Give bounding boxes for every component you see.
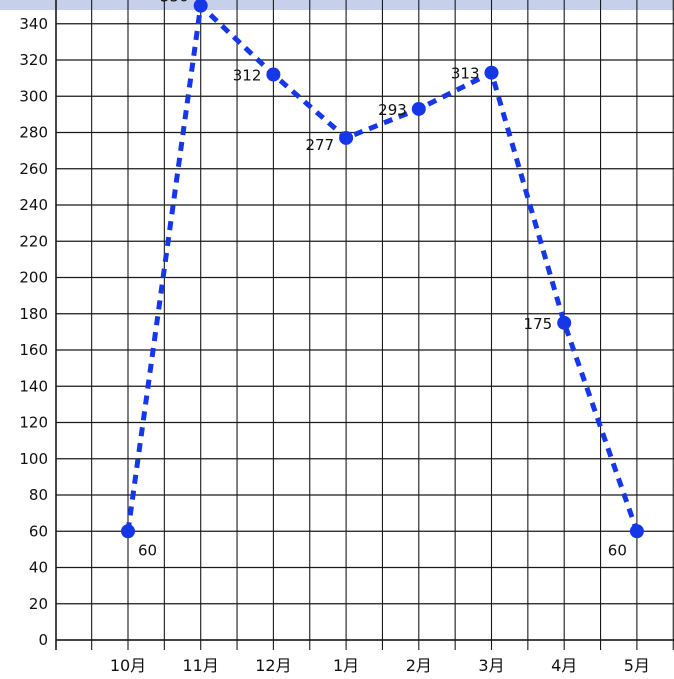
- y-tick-label: 20: [29, 595, 48, 613]
- x-tick-label: 4月: [551, 656, 577, 675]
- series-line: [125, 0, 640, 533]
- y-tick-label: 240: [19, 196, 48, 214]
- y-tick-label: 60: [29, 522, 48, 540]
- data-point: [629, 524, 644, 539]
- y-tick-label: 160: [19, 341, 48, 359]
- x-tick-label: 2月: [406, 656, 432, 675]
- data-point: [121, 524, 135, 539]
- data-label: 313: [451, 65, 480, 83]
- x-tick-label: 3月: [478, 656, 504, 675]
- y-tick-label: 180: [19, 305, 48, 323]
- y-tick-label: 280: [19, 124, 48, 142]
- y-tick-label: 340: [19, 15, 48, 33]
- y-tick-label: 120: [19, 414, 48, 432]
- y-tick-label: 0: [38, 631, 48, 649]
- y-tick-label: 80: [29, 486, 48, 504]
- data-label: 60: [608, 541, 627, 559]
- data-label: 277: [305, 136, 334, 154]
- data-label: 293: [378, 101, 407, 119]
- y-tick-label: 220: [19, 232, 48, 250]
- y-tick-label: 320: [19, 51, 48, 69]
- data-label: 60: [138, 541, 157, 559]
- data-point: [411, 101, 426, 116]
- y-tick-label: 40: [29, 559, 48, 577]
- data-point: [557, 315, 572, 330]
- y-tick-label: 200: [19, 269, 48, 287]
- y-tick-label: 100: [19, 450, 48, 468]
- y-tick-label: 140: [19, 377, 48, 395]
- x-tick-label: 10月: [110, 656, 146, 675]
- y-tick-label: 300: [19, 87, 48, 105]
- y-tick-label: 260: [19, 160, 48, 178]
- top-band: [0, 0, 674, 10]
- data-label: 175: [524, 315, 553, 333]
- x-tick-label: 12月: [255, 656, 291, 675]
- x-tick-label: 5月: [624, 656, 650, 675]
- x-tick-label: 11月: [183, 656, 219, 675]
- data-label: 350: [160, 0, 189, 6]
- data-label: 312: [233, 67, 262, 85]
- data-point: [266, 67, 281, 82]
- data-point: [193, 0, 208, 13]
- x-tick-label: 1月: [333, 656, 359, 675]
- data-point: [339, 130, 354, 145]
- data-point: [484, 65, 499, 80]
